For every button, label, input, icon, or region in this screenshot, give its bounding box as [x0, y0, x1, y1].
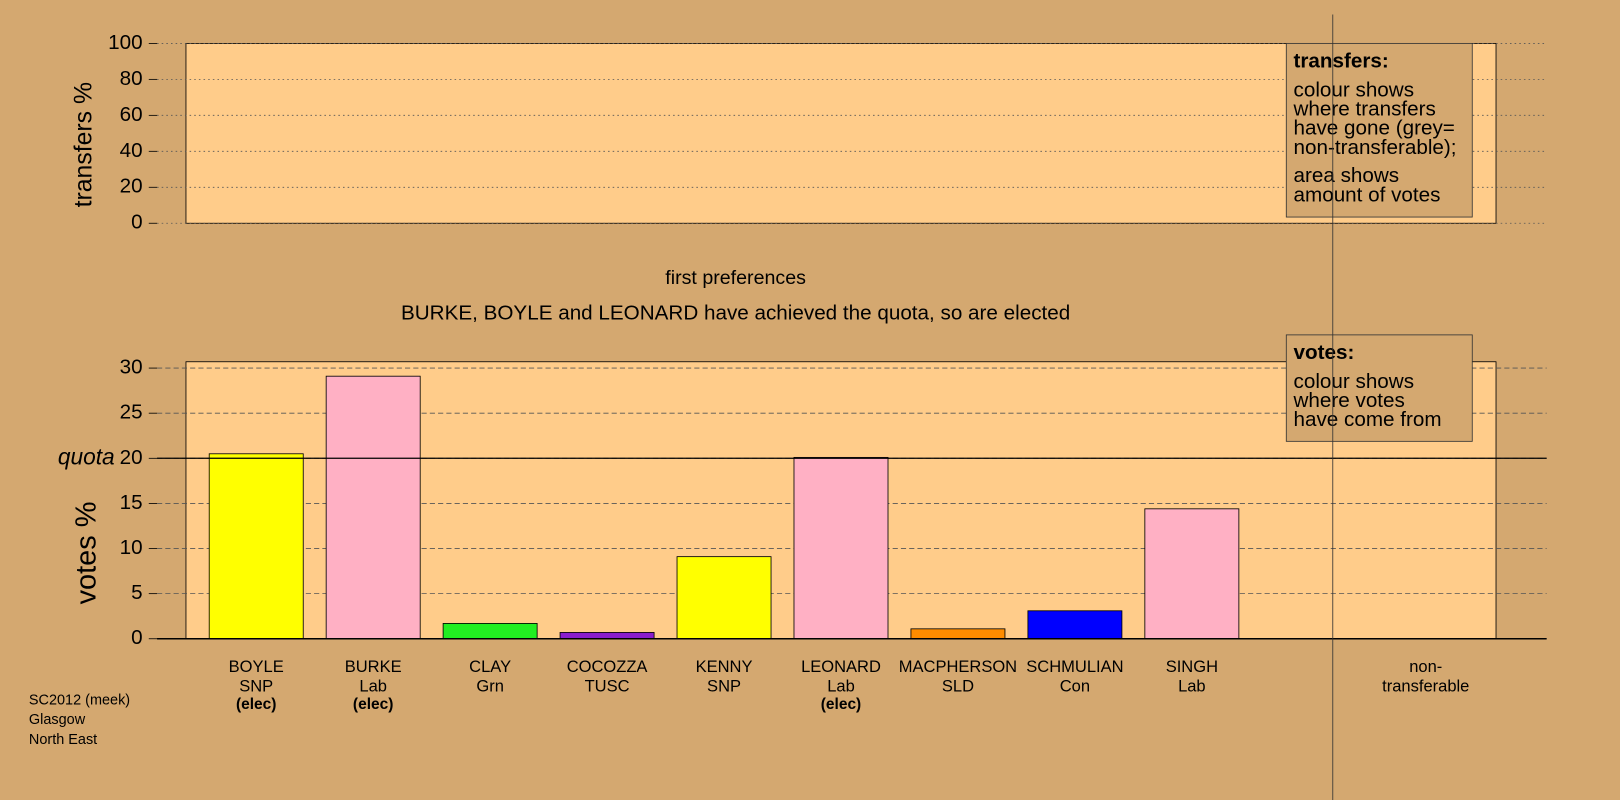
x-tick-label: Con — [1060, 677, 1090, 696]
legend-text: have gone (grey= — [1294, 117, 1455, 140]
bar — [325, 375, 421, 640]
bar — [1144, 508, 1240, 640]
footer-text: North East — [29, 732, 97, 748]
y-tick-label: 25 — [120, 401, 143, 424]
y-tick-label: 20 — [120, 175, 143, 198]
legend-text: where transfers — [1293, 98, 1436, 121]
x-tick-label: TUSC — [585, 677, 630, 696]
x-tick-label: SCHMULIAN — [1026, 657, 1123, 676]
bar — [559, 632, 655, 640]
x-tick-label: BOYLE — [229, 657, 284, 676]
bar — [793, 456, 889, 640]
legend-text: area shows — [1294, 164, 1400, 187]
plot-area — [185, 42, 1497, 224]
legend-title: votes: — [1294, 341, 1355, 364]
x-tick-label: (elec) — [353, 696, 393, 713]
bar — [208, 453, 304, 640]
legend-text: colour shows — [1294, 78, 1415, 101]
x-tick-label: SINGH — [1166, 657, 1218, 676]
y-axis-label: votes % — [70, 502, 102, 605]
bar — [676, 556, 772, 640]
legend-text: colour shows — [1294, 370, 1415, 393]
x-tick-label: Grn — [476, 677, 504, 696]
x-tick-label: MACPHERSON — [899, 657, 1017, 676]
x-tick-label: Lab — [827, 677, 855, 696]
y-tick-label: 20 — [120, 446, 143, 469]
y-tick-label: 30 — [120, 356, 143, 379]
y-tick-label: 60 — [120, 103, 143, 126]
y-tick-label: 100 — [108, 31, 142, 54]
footer-text: SC2012 (meek) — [29, 693, 130, 709]
x-tick-label: COCOZZA — [567, 657, 648, 676]
x-tick-label: CLAY — [469, 657, 511, 676]
x-tick-label: SNP — [707, 677, 741, 696]
x-tick-label: Lab — [359, 677, 387, 696]
y-tick-label: 0 — [131, 211, 142, 234]
y-tick-label: 5 — [131, 581, 142, 604]
x-tick-label: SLD — [942, 677, 974, 696]
x-tick-label: BURKE — [345, 657, 402, 676]
x-tick-label: transferable — [1382, 677, 1469, 696]
y-tick-label: 15 — [120, 491, 143, 514]
x-tick-label: (elec) — [236, 696, 276, 713]
x-tick-label: (elec) — [821, 696, 861, 713]
y-tick-label: 0 — [131, 626, 142, 649]
x-tick-label: Lab — [1178, 677, 1206, 696]
y-tick-label: 80 — [120, 67, 143, 90]
legend-text: non-transferable); — [1294, 136, 1457, 159]
legend-text: amount of votes — [1294, 183, 1441, 206]
chart-subtitle: BURKE, BOYLE and LEONARD have achieved t… — [401, 302, 1070, 325]
y-axis-label: transfers % — [70, 82, 97, 207]
legend-title: transfers: — [1294, 49, 1389, 72]
x-tick-label: LEONARD — [801, 657, 881, 676]
chart-title: first preferences — [665, 267, 806, 289]
quota-label: quota — [58, 443, 115, 469]
legend-text: where votes — [1293, 389, 1405, 412]
legend-box — [1285, 334, 1473, 442]
y-tick-label: 10 — [120, 536, 143, 559]
y-tick-label: 40 — [120, 139, 143, 162]
x-tick-label: SNP — [239, 677, 273, 696]
legend-text: have come from — [1294, 408, 1442, 431]
bar — [442, 623, 538, 640]
x-tick-label: KENNY — [696, 657, 753, 676]
bar — [910, 628, 1006, 640]
bar — [1027, 610, 1123, 640]
x-tick-label: non- — [1409, 657, 1442, 676]
footer-text: Glasgow — [29, 712, 86, 728]
legend-box — [1285, 42, 1473, 218]
